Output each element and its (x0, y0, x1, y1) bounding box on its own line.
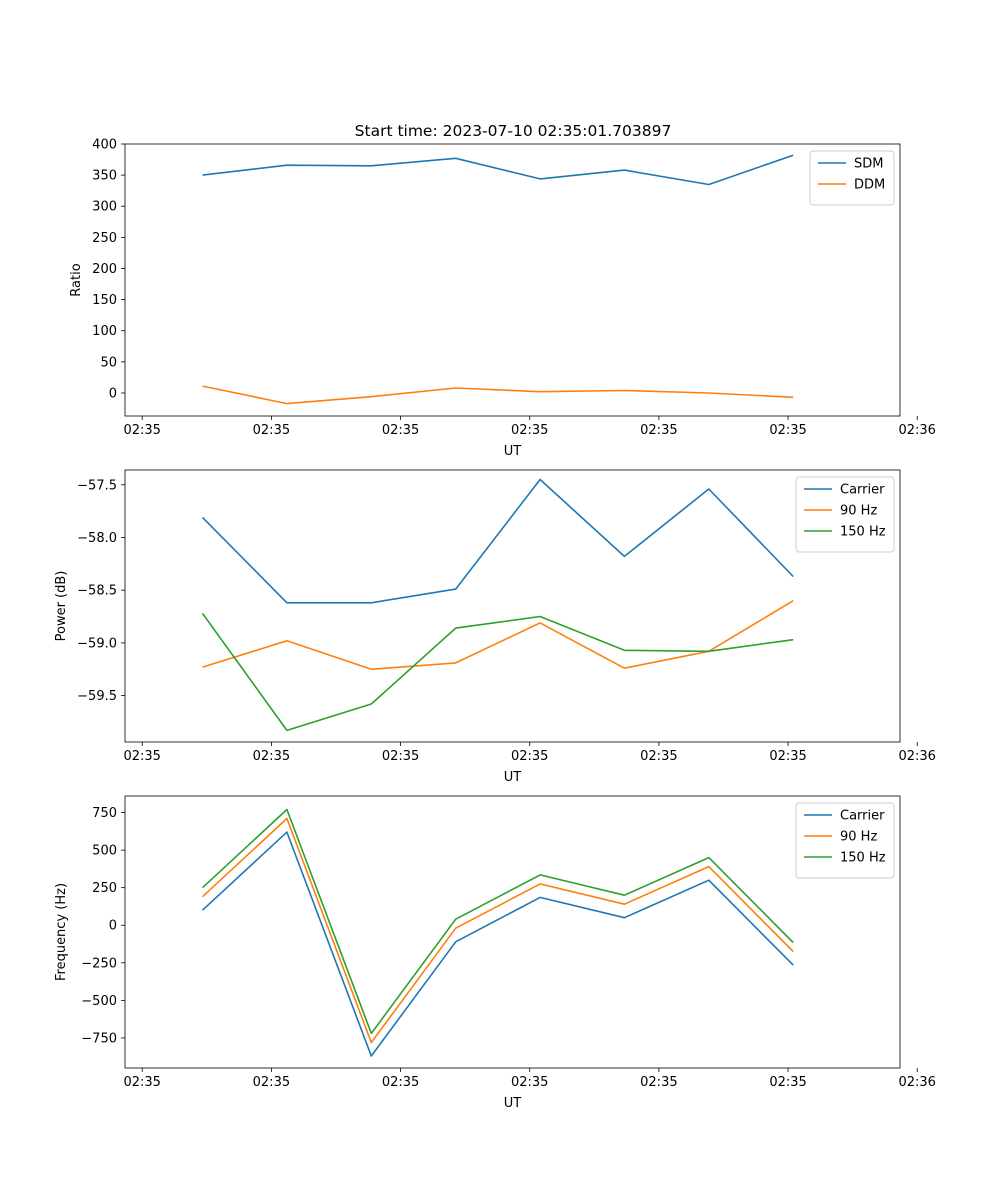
y-tick-label: −500 (81, 994, 117, 1009)
axes-frame (124, 469, 901, 743)
y-tick-label: 50 (100, 355, 117, 370)
legend-box (809, 150, 895, 206)
y-tick-label: 250 (92, 881, 117, 896)
y-tick-label: −250 (81, 956, 117, 971)
axes-frame (124, 143, 901, 417)
y-axis-label: Ratio (69, 263, 84, 296)
x-tick-label: 02:35 (511, 1075, 548, 1090)
x-tick-label: 02:35 (640, 749, 677, 764)
y-tick-label: 250 (92, 231, 117, 246)
y-tick-label: 150 (92, 293, 117, 308)
y-tick-label: −57.5 (77, 478, 117, 493)
x-tick-label: 02:35 (511, 749, 548, 764)
legend: Carrier 90 Hz 150 Hz (795, 476, 895, 553)
y-tick-label: 400 (92, 138, 117, 153)
y-tick-label: 500 (92, 844, 117, 859)
x-tick-label: 02:35 (511, 423, 548, 438)
x-tick-label: 02:36 (898, 749, 935, 764)
y-tick-label: −750 (81, 1031, 117, 1046)
x-tick-label: 02:35 (123, 749, 160, 764)
x-tick-label: 02:35 (769, 1075, 806, 1090)
x-tick-label: 02:35 (123, 1075, 160, 1090)
legend: Carrier 90 Hz 150 Hz (795, 802, 895, 879)
legend-box (795, 476, 895, 553)
x-axis-label: UT (504, 1096, 522, 1111)
y-tick-label: 200 (92, 262, 117, 277)
series-line-carrier (201, 478, 794, 604)
y-tick-label: 750 (92, 806, 117, 821)
legend-entry: Carrier (840, 483, 885, 498)
x-tick-label: 02:35 (123, 423, 160, 438)
x-axis-label: UT (504, 770, 522, 785)
x-tick-label: 02:35 (382, 423, 419, 438)
y-tick-label: 350 (92, 169, 117, 184)
series-line-sdm (202, 154, 794, 186)
y-tick-label: −59.5 (77, 689, 117, 704)
figure-title: Start time: 2023-07-10 02:35:01.703897 (355, 122, 672, 140)
legend-box (795, 802, 895, 879)
x-tick-label: 02:35 (769, 749, 806, 764)
legend-entry: DDM (854, 178, 885, 193)
series-line-carrier (201, 831, 794, 1057)
x-tick-label: 02:35 (640, 1075, 677, 1090)
legend-entry: 150 Hz (840, 525, 886, 540)
series-line-90-hz (202, 600, 794, 671)
y-tick-label: −59.0 (77, 636, 117, 651)
subplot-2: 02:35 02:35 02:35 02:35 02:35 02:35 02:36 −59.5… (54, 469, 936, 785)
series-line-90-hz (201, 817, 794, 1044)
legend-entry: SDM (854, 157, 883, 172)
x-tick-label: 02:35 (769, 423, 806, 438)
y-tick-label: 0 (109, 386, 117, 401)
x-tick-label: 02:35 (253, 749, 290, 764)
y-tick-label: 300 (92, 200, 117, 215)
legend-entry: 90 Hz (840, 504, 877, 519)
series-line-150-hz (201, 808, 794, 1035)
y-tick-label: −58.0 (77, 531, 117, 546)
x-tick-label: 02:35 (382, 1075, 419, 1090)
subplot-1: 02:35 02:35 02:35 02:35 02:35 02:35 02:36 0 50 10… (69, 138, 936, 460)
y-tick-label: 100 (92, 324, 117, 339)
y-axis-label: Frequency (Hz) (54, 883, 69, 981)
legend-entry: 90 Hz (840, 830, 877, 845)
legend-entry: Carrier (840, 809, 885, 824)
series-line-ddm (202, 385, 794, 405)
x-tick-label: 02:35 (253, 423, 290, 438)
x-axis-label: UT (504, 444, 522, 459)
y-axis-label: Power (dB) (54, 571, 69, 642)
x-tick-label: 02:35 (640, 423, 677, 438)
x-tick-label: 02:36 (898, 423, 935, 438)
panels: 02:35 02:35 02:35 02:35 02:35 02:35 02:36 0 50 10… (54, 138, 936, 1112)
x-tick-label: 02:35 (253, 1075, 290, 1090)
series-line-150-hz (201, 612, 794, 732)
y-tick-label: 0 (109, 919, 117, 934)
subplot-3: 02:35 02:35 02:35 02:35 02:35 02:35 02:36 −750 −… (54, 795, 936, 1111)
legend-entry: 150 Hz (840, 851, 886, 866)
x-tick-label: 02:36 (898, 1075, 935, 1090)
y-tick-label: −58.5 (77, 584, 117, 599)
legend: SDM DDM (809, 150, 895, 206)
x-tick-label: 02:35 (382, 749, 419, 764)
axes-frame (124, 795, 901, 1069)
